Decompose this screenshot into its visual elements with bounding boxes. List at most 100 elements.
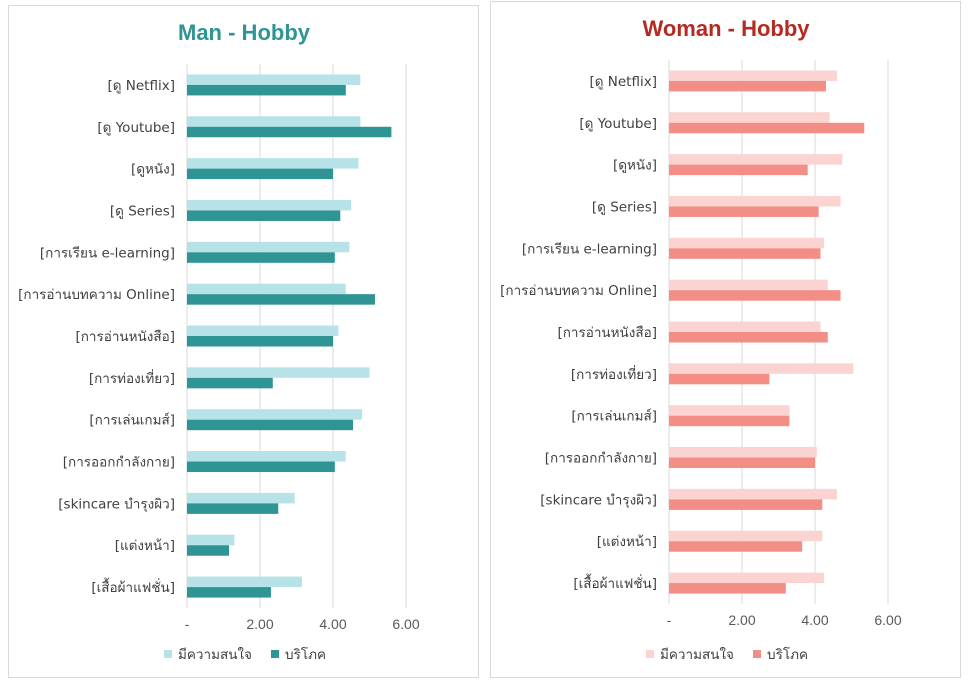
- x-tick-label: 2.00: [728, 612, 755, 628]
- bar-consume: [187, 503, 279, 514]
- chart-panel-man: Man - Hobby - 2.00 4.00 6.00 [ดู Netflix] [ดู …: [8, 5, 479, 678]
- bar-consume: [669, 499, 823, 510]
- bar-interest: [187, 367, 370, 378]
- bar-interest: [187, 534, 235, 546]
- bar-consume: [669, 80, 826, 92]
- chart-woman-svg: Woman - Hobby - 2.00 4.00 6.00 [ดู Netflix] [ด…: [500, 16, 902, 663]
- bar-interest: [669, 572, 825, 584]
- legend-label: มีความสนใจ: [660, 646, 734, 663]
- category-label: [ดูหนัง]: [131, 162, 175, 178]
- bar-consume: [187, 126, 392, 138]
- bar-consume: [187, 336, 333, 347]
- bar-interest: [187, 116, 361, 127]
- bar-interest: [187, 451, 346, 462]
- bar-interest: [669, 530, 823, 542]
- legend-label: บริโภค: [285, 646, 326, 663]
- category-label: [การท่องเที่ยว]: [89, 369, 175, 387]
- category-label: [แต่งหน้า]: [115, 538, 175, 554]
- bar-consume: [669, 206, 819, 217]
- category-label: [ดู Netflix]: [107, 78, 175, 94]
- bar-interest: [187, 283, 346, 295]
- chart-title: Man - Hobby: [178, 20, 311, 45]
- chart-panel-woman: Woman - Hobby - 2.00 4.00 6.00 [ดู Netflix] [ด…: [490, 1, 961, 678]
- bar-interest: [669, 405, 790, 416]
- bar-interest: [669, 321, 821, 332]
- bar-interest: [669, 447, 817, 458]
- category-label: [การเล่นเกมส์]: [571, 408, 657, 425]
- bar-consume: [669, 415, 790, 427]
- bar-consume: [669, 457, 815, 469]
- category-label: [เสื้อผ้าแฟชั่น]: [91, 577, 175, 596]
- category-label: [การท่องเที่ยว]: [571, 365, 657, 383]
- category-label: [การเรียน e-learning]: [40, 245, 175, 261]
- legend-swatch: [753, 650, 761, 658]
- category-label: [ดู Netflix]: [589, 74, 657, 90]
- chart-man-svg: Man - Hobby - 2.00 4.00 6.00 [ดู Netflix] [ดู …: [18, 20, 420, 663]
- category-label: [การเรียน e-learning]: [522, 241, 657, 257]
- bar-consume: [669, 122, 865, 134]
- category-label: [เสื้อผ้าแฟชั่น]: [573, 573, 657, 592]
- bar-interest: [187, 158, 359, 169]
- legend-label: บริโภค: [767, 646, 808, 663]
- bar-consume: [187, 210, 341, 221]
- bar-consume: [187, 252, 335, 263]
- bar-consume: [669, 332, 828, 343]
- bar-consume: [187, 419, 354, 431]
- bar-interest: [187, 576, 302, 588]
- bar-interest: [187, 492, 295, 504]
- bar-consume: [187, 461, 335, 473]
- category-label: [ดู Youtube]: [579, 116, 657, 132]
- x-tick-label: -: [185, 616, 190, 632]
- bar-consume: [187, 587, 271, 598]
- legend-swatch: [271, 650, 279, 658]
- bar-consume: [669, 164, 808, 176]
- category-label: [การเล่นเกมส์]: [89, 412, 175, 429]
- bar-consume: [187, 294, 375, 305]
- x-tick-label: 6.00: [392, 616, 419, 632]
- bar-interest: [669, 154, 843, 165]
- category-label: [การอ่านหนังสือ]: [75, 329, 175, 345]
- bar-interest: [187, 409, 363, 420]
- bar-interest: [669, 488, 837, 500]
- bar-interest: [187, 325, 339, 336]
- x-tick-label: 2.00: [246, 616, 273, 632]
- x-tick-label: 6.00: [874, 612, 901, 628]
- category-label: [skincare บำรุงผิว]: [58, 496, 175, 512]
- category-label: [ดูหนัง]: [613, 158, 657, 174]
- legend-label: มีความสนใจ: [178, 646, 252, 663]
- category-label: [การอ่านบทความ Online]: [500, 283, 657, 299]
- bar-consume: [669, 583, 786, 594]
- category-label: [ดู Series]: [110, 203, 175, 219]
- bar-interest: [669, 279, 828, 291]
- category-label: [การอ่านบทความ Online]: [18, 287, 175, 303]
- bar-consume: [669, 541, 803, 552]
- bar-consume: [669, 373, 770, 385]
- x-tick-label: 4.00: [319, 616, 346, 632]
- category-label: [ดู Series]: [592, 199, 657, 215]
- legend-swatch: [164, 650, 172, 658]
- category-label: [skincare บำรุงผิว]: [540, 492, 657, 508]
- bar-consume: [187, 545, 229, 556]
- bar-interest: [669, 363, 854, 374]
- bar-consume: [669, 290, 841, 301]
- category-label: [แต่งหน้า]: [597, 534, 657, 550]
- legend-swatch: [646, 650, 654, 658]
- category-label: [ดู Youtube]: [97, 120, 175, 136]
- x-tick-label: -: [667, 612, 672, 628]
- bar-interest: [669, 70, 837, 81]
- category-label: [การอ่านหนังสือ]: [557, 325, 657, 341]
- bar-interest: [669, 237, 825, 249]
- bar-consume: [187, 377, 273, 389]
- x-tick-label: 4.00: [801, 612, 828, 628]
- bar-interest: [669, 195, 841, 207]
- bar-consume: [187, 168, 333, 180]
- bar-interest: [187, 199, 352, 211]
- category-label: [การออกกำลังกาย]: [63, 455, 175, 471]
- bar-interest: [187, 74, 361, 85]
- bar-interest: [187, 241, 350, 253]
- category-label: [การออกกำลังกาย]: [545, 451, 657, 467]
- bar-consume: [187, 84, 346, 96]
- chart-title: Woman - Hobby: [642, 16, 810, 41]
- bar-interest: [669, 112, 830, 123]
- bar-consume: [669, 248, 821, 259]
